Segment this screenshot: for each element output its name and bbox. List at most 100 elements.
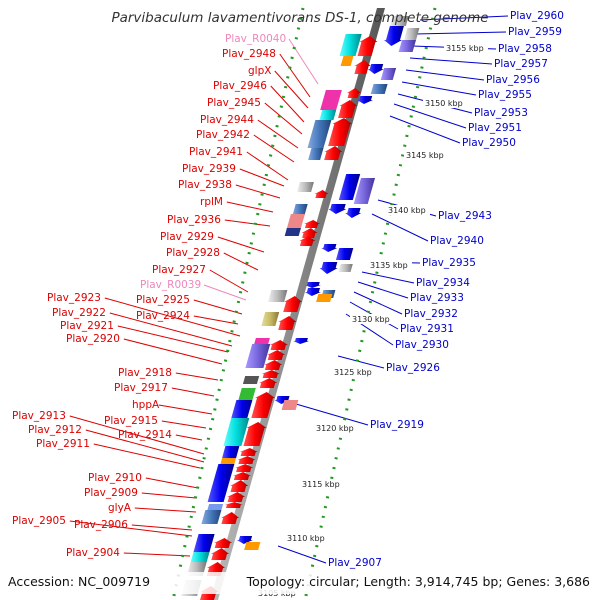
left-label-connector — [171, 387, 215, 397]
reverse-gene — [370, 84, 388, 94]
right-label-connector — [295, 403, 369, 426]
right-gene-label: Plav_2950 — [462, 137, 516, 149]
left-label-connector — [104, 297, 241, 337]
left-gene-label: Plav_2922 — [52, 307, 106, 319]
forward-gene — [328, 118, 353, 146]
left-gene-label: Plav_2914 — [118, 429, 172, 441]
kbp-label-background — [332, 367, 376, 377]
forward-gene — [324, 146, 343, 160]
left-label-connector — [264, 102, 303, 135]
forward-gene — [221, 512, 240, 524]
kbp-label-background — [300, 479, 344, 489]
forward-gene — [286, 214, 305, 230]
forward-gene — [269, 340, 288, 350]
kbp-tick-label: 3145 kbp — [406, 151, 444, 160]
reverse-gene — [328, 204, 347, 214]
left-label-connector — [193, 315, 239, 325]
left-gene-label: Plav_2946 — [213, 80, 267, 92]
left-label-connector — [141, 492, 197, 499]
reverse-gene — [338, 174, 361, 200]
reverse-gene — [274, 396, 291, 404]
forward-gene — [338, 100, 358, 118]
right-gene-label: Plav_2932 — [404, 308, 458, 320]
left-label-connector — [69, 520, 193, 537]
left-gene-label: Plav_2909 — [84, 487, 138, 499]
forward-gene — [339, 34, 362, 56]
forward-gene — [259, 378, 278, 388]
reverse-gene — [338, 264, 353, 272]
kbp-label-background — [350, 314, 394, 324]
right-label-connector — [401, 81, 477, 96]
reverse-gene — [357, 96, 373, 104]
left-label-connector — [279, 53, 311, 98]
forward-gene — [340, 56, 354, 66]
accession-text: Accession: NC_009719 — [8, 574, 150, 589]
left-gene-label: Plav_2918 — [118, 367, 172, 379]
left-label-connector — [123, 338, 223, 365]
right-gene-label: Plav_2957 — [494, 58, 548, 70]
left-label-connector — [270, 85, 305, 123]
right-gene-label: Plav_2933 — [410, 292, 464, 304]
left-gene-label: Plav_2928 — [166, 247, 220, 259]
reverse-gene — [244, 542, 261, 550]
forward-gene — [227, 492, 246, 502]
forward-gene — [314, 190, 329, 198]
kbp-tick-label: 3110 kbp — [287, 534, 325, 543]
left-gene-label: Plav_2945 — [207, 97, 261, 109]
left-label-connector — [158, 404, 213, 415]
reverse-gene — [398, 40, 416, 52]
left-gene-label: Plav_2923 — [47, 292, 101, 304]
left-gene-label: glyA — [108, 502, 132, 514]
right-gene-label: Plav_2943 — [438, 210, 492, 222]
left-gene-label: Plav_2924 — [136, 310, 190, 322]
right-label-connector — [414, 31, 507, 35]
left-label-connector — [117, 325, 229, 353]
tick-rail-left — [171, 7, 305, 600]
left-gene-label: Plav_R0040 — [225, 33, 286, 45]
right-label-connector — [409, 57, 493, 65]
right-gene-label: Plav_2960 — [510, 10, 564, 22]
right-gene-label: Plav_2926 — [386, 362, 440, 374]
reverse-gene — [319, 262, 338, 274]
left-gene-label: Plav_2944 — [200, 114, 254, 126]
kbp-label-background — [444, 43, 488, 53]
right-gene-label: Plav_2931 — [400, 323, 454, 335]
right-label-connector — [405, 69, 485, 81]
right-label-connector — [393, 103, 467, 129]
forward-gene — [238, 388, 256, 400]
forward-gene — [222, 446, 240, 458]
left-label-connector — [217, 236, 265, 253]
left-gene-label: Plav_2910 — [88, 472, 142, 484]
kbp-tick-label: 3130 kbp — [352, 315, 390, 324]
reverse-gene — [293, 338, 310, 344]
kbp-label-background — [386, 205, 430, 215]
left-label-connector — [193, 299, 243, 315]
kbp-label-background — [285, 533, 329, 543]
forward-gene — [214, 538, 233, 548]
forward-gene — [237, 456, 256, 464]
left-label-connector — [253, 134, 295, 163]
left-gene-label: Plav_2925 — [136, 294, 190, 306]
forward-gene — [230, 480, 249, 492]
kbp-tick-label: 3150 kbp — [425, 99, 463, 108]
forward-gene — [245, 344, 271, 368]
left-label-connector — [93, 443, 201, 469]
forward-gene — [233, 472, 251, 480]
forward-gene — [319, 110, 337, 120]
forward-gene — [267, 350, 286, 360]
reverse-gene — [353, 178, 375, 204]
right-gene-label: Plav_2940 — [430, 235, 484, 247]
left-gene-label: Plav_2936 — [167, 214, 221, 226]
forward-gene — [292, 204, 308, 216]
left-label-connector — [161, 420, 207, 429]
right-gene-label: Plav_2907 — [328, 557, 382, 569]
right-gene-label: Plav_2956 — [486, 74, 540, 86]
left-gene-label: Plav_2912 — [28, 424, 82, 436]
left-gene-label: rplM — [200, 196, 223, 208]
left-gene-label: Plav_2927 — [152, 264, 206, 276]
reverse-gene — [321, 244, 338, 252]
forward-gene — [264, 360, 283, 370]
forward-gene — [304, 220, 321, 228]
left-label-connector — [134, 507, 197, 513]
